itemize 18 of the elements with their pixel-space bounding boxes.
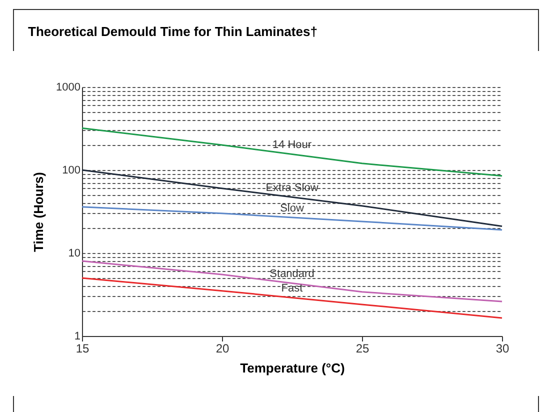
line-series bbox=[81, 277, 503, 319]
x-tick-label: 30 bbox=[496, 342, 510, 356]
x-axis-title: Temperature (°C) bbox=[240, 360, 345, 376]
y-tick-label: 10 bbox=[68, 248, 80, 260]
line-series bbox=[81, 260, 503, 302]
x-tick-label: 25 bbox=[356, 342, 370, 356]
line-series bbox=[81, 169, 503, 228]
y-tick-label: 1000 bbox=[56, 82, 80, 94]
series-label: Slow bbox=[280, 202, 304, 214]
series-label: Standard bbox=[270, 268, 314, 280]
line-series bbox=[81, 127, 503, 177]
chart-title: Theoretical Demould Time for Thin Laminates† bbox=[14, 10, 538, 52]
y-tick-label: 100 bbox=[62, 164, 80, 176]
series-label: Fast bbox=[281, 282, 303, 295]
x-tick-label: 15 bbox=[76, 342, 90, 356]
y-axis-title: Time (Hours) bbox=[31, 172, 46, 252]
x-tick-label: 20 bbox=[216, 342, 230, 356]
y-tick-label: 1 bbox=[74, 330, 80, 342]
